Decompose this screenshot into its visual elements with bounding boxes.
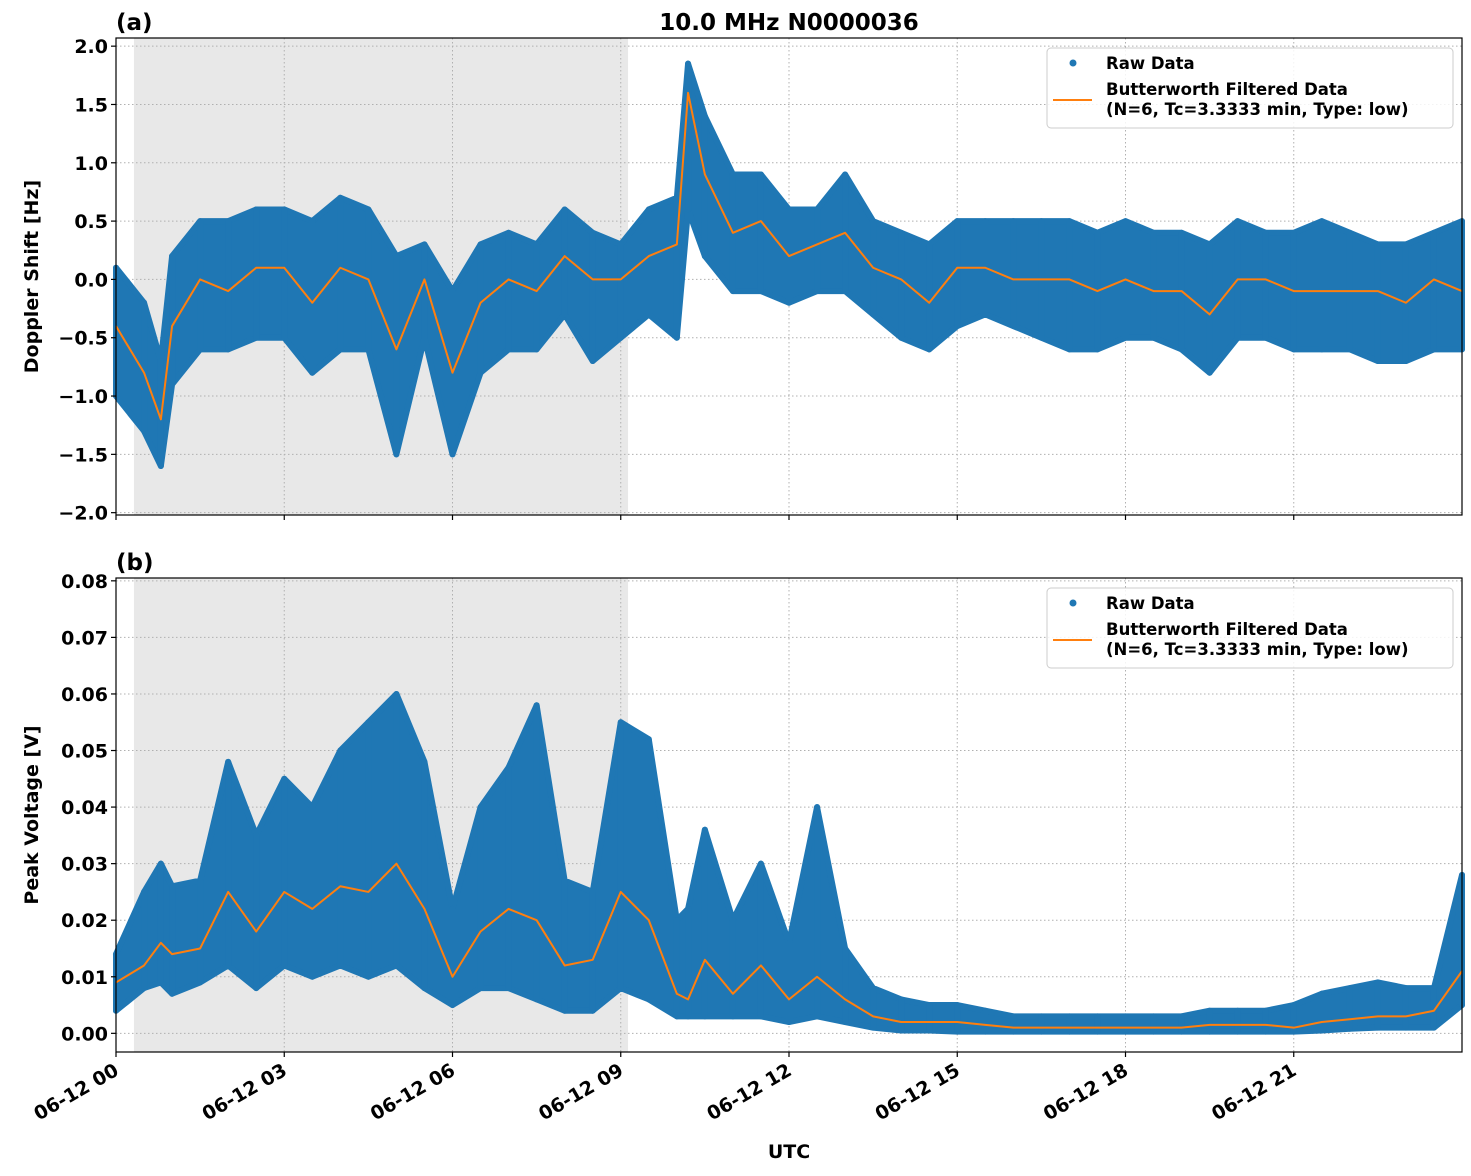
legend-box xyxy=(1046,587,1454,669)
panel-a: −2.0 −1.5 −1.0 −0.5 0.0 0.5 1.0 1.5 2.0 (a) 10.0 M… xyxy=(21,10,1465,525)
x-tick-label: 06-12 00 xyxy=(30,1059,122,1125)
legend-box xyxy=(1046,47,1454,129)
x-tick-label: 06-12 21 xyxy=(1208,1059,1300,1125)
y-tick-label: 0.5 xyxy=(74,211,108,233)
y-tick-label: 0.03 xyxy=(61,854,108,876)
y-tick-label: 0.02 xyxy=(61,910,108,932)
y-tick-label: 0.07 xyxy=(61,627,108,649)
x-tick-label: 06-12 03 xyxy=(198,1059,290,1125)
y-tick-label: 2.0 xyxy=(74,36,108,58)
y-tick-label: 0.04 xyxy=(61,797,108,819)
legend-raw-marker xyxy=(1069,599,1077,607)
x-tick-label: 06-12 06 xyxy=(367,1059,459,1125)
y-tick-label: 1.0 xyxy=(74,153,108,175)
legend: Raw Data Butterworth Filtered Data(N=6, T… xyxy=(1046,47,1454,129)
legend-raw-label: Raw Data xyxy=(1106,54,1195,73)
x-axis-label: UTC xyxy=(768,1141,810,1163)
y-tick-label: 0.01 xyxy=(61,967,108,989)
legend: Raw Data Butterworth Filtered Data(N=6, T… xyxy=(1046,587,1454,669)
panel-label: (b) xyxy=(116,550,154,576)
filtered-data-line xyxy=(115,862,1463,1029)
panel-label: (a) xyxy=(116,10,153,36)
y-tick-label: 0.08 xyxy=(61,571,108,593)
x-tick-label: 06-12 09 xyxy=(535,1059,627,1125)
x-tick-label: 06-12 18 xyxy=(1040,1059,1132,1125)
y-tick-label: 1.5 xyxy=(74,94,108,116)
y-tick-label: 0.0 xyxy=(74,269,108,291)
y-tick-label: −1.0 xyxy=(58,386,108,408)
legend-filtered-params: (N=6, Tc=3.3333 min, Type: low) xyxy=(1106,640,1409,659)
filtered-data-line xyxy=(115,91,1463,421)
y-axis-label: Doppler Shift [Hz] xyxy=(21,180,43,373)
y-axis-label: Peak Voltage [V] xyxy=(21,725,43,904)
x-tick-label: 06-12 12 xyxy=(703,1059,795,1125)
y-tick-label: 0.06 xyxy=(61,684,108,706)
chart-title: 10.0 MHz N0000036 xyxy=(659,10,919,36)
y-tick-label: 0.05 xyxy=(61,741,108,763)
legend-raw-label: Raw Data xyxy=(1106,594,1195,613)
legend-raw-marker xyxy=(1069,59,1077,67)
x-tick-label: 06-12 15 xyxy=(871,1059,963,1125)
y-tick-label: −0.5 xyxy=(58,328,108,350)
y-tick-label: −2.0 xyxy=(58,503,108,525)
y-tick-label: 0.00 xyxy=(61,1023,108,1045)
legend-filtered-label: Butterworth Filtered Data xyxy=(1106,80,1348,99)
legend-filtered-label: Butterworth Filtered Data xyxy=(1106,620,1348,639)
panel-b: 0.00 0.01 0.02 0.03 0.04 0.05 0.06 0.07 0.08 06-1… xyxy=(21,550,1465,1163)
legend-filtered-params: (N=6, Tc=3.3333 min, Type: low) xyxy=(1106,100,1409,119)
y-tick-label: −1.5 xyxy=(58,444,108,466)
